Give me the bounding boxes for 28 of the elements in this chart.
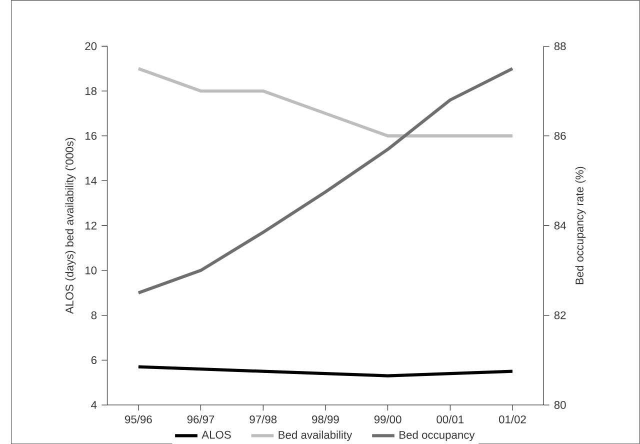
x-tick-label: 95/96 [125,415,152,424]
legend-label: ALOS [202,430,231,439]
legend-label: Bed availability [278,430,352,441]
y-tick-label: 16 [85,132,97,140]
y-tick-label: 6 [91,356,97,364]
y2-tick-label: 88 [554,42,566,50]
y2-tick-label: 86 [554,132,566,140]
y-tick-label: 8 [91,311,97,320]
line-series [136,365,514,378]
y-tick-label: 4 [91,400,97,409]
y-tick-label: 18 [85,86,97,95]
legend-label: Bed occupancy [400,430,475,441]
y-tick-label: 14 [85,176,97,184]
x-tick-label: 98/99 [312,415,339,424]
x-tick-label: 99/00 [374,415,402,424]
y2-axis-title: Bed occupancy rate (%) [575,166,586,284]
x-tick-label: 00/01 [436,415,464,424]
y2-tick-label: 84 [554,222,566,230]
y-tick-label: 20 [85,42,97,50]
y-axis-title: ALOS (days) bed availability ('000s) [65,138,76,314]
x-tick-label: 97/98 [250,415,277,424]
line-series [136,66,514,294]
y2-tick-label: 80 [554,400,566,409]
y-tick-label: 12 [85,222,96,230]
y-tick-label: 10 [85,266,97,274]
y2-tick-label: 82 [554,311,566,320]
x-tick-label: 01/02 [498,415,526,424]
x-tick-label: 96/97 [187,415,214,424]
